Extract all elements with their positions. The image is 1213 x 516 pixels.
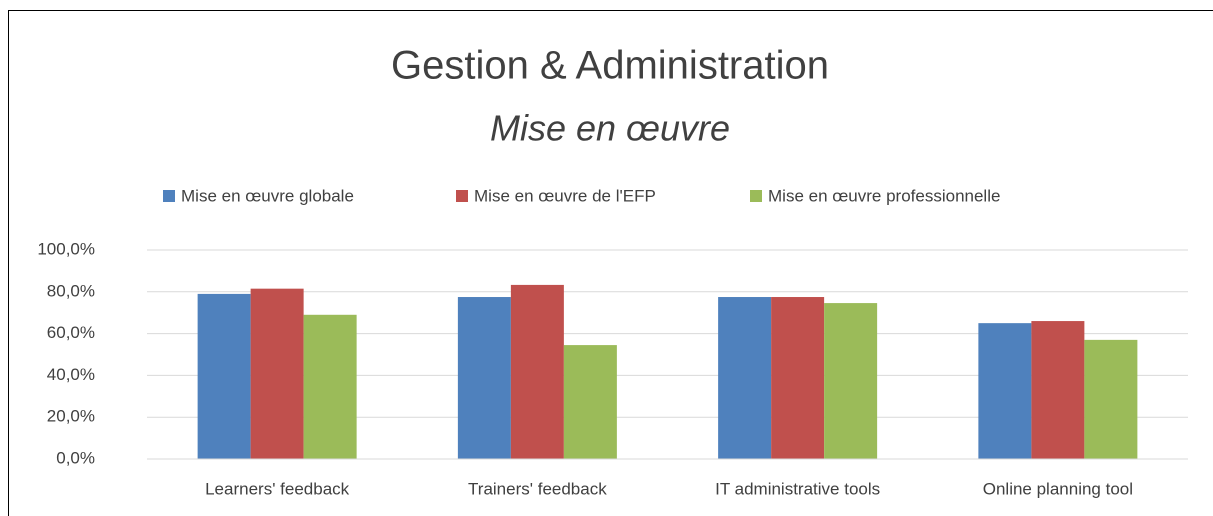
bar (771, 297, 825, 459)
x-tick-label: Trainers' feedback (468, 479, 607, 498)
legend-label: Mise en œuvre globale (181, 186, 354, 205)
x-tick-label: IT administrative tools (715, 479, 880, 498)
y-tick-label: 80,0% (47, 281, 95, 300)
y-tick-label: 60,0% (47, 323, 95, 342)
chart-subtitle: Mise en œuvre (490, 108, 730, 149)
bar (563, 345, 617, 459)
x-tick-label: Learners' feedback (205, 479, 350, 498)
legend-swatch (163, 190, 175, 202)
y-tick-label: 100,0% (37, 239, 95, 258)
bar (303, 314, 357, 459)
bar (510, 284, 564, 459)
bar (1031, 321, 1085, 459)
chart-title: Gestion & Administration (391, 44, 829, 88)
bar (250, 288, 304, 459)
bar (824, 303, 878, 459)
legend-swatch (750, 190, 762, 202)
legend-label: Mise en œuvre de l'EFP (474, 186, 656, 205)
bar (1084, 339, 1138, 459)
x-tick-label: Online planning tool (983, 479, 1133, 498)
legend-swatch (456, 190, 468, 202)
bar (197, 293, 251, 459)
bar (718, 297, 772, 459)
bar (457, 297, 511, 459)
legend-label: Mise en œuvre professionnelle (768, 186, 1000, 205)
bar (978, 323, 1032, 459)
y-tick-label: 20,0% (47, 407, 95, 426)
y-tick-label: 0,0% (56, 448, 95, 467)
y-tick-label: 40,0% (47, 365, 95, 384)
